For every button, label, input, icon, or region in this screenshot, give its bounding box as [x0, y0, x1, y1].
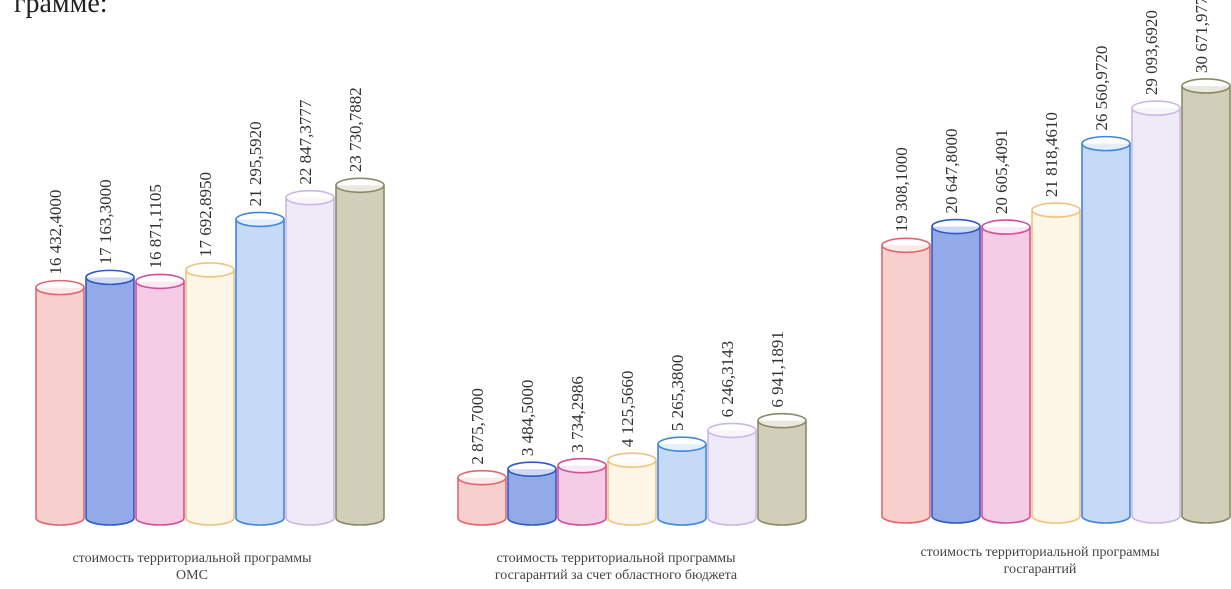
bar-value-label: 21 818,4610	[1042, 112, 1061, 197]
bar-value-label: 3 484,5000	[518, 380, 537, 457]
bar-group-2: 2 875,7000 3 484,5000 3 734,2986 4 125,5660…	[457, 331, 807, 583]
category-label: стоимость территориальной программы	[920, 545, 1160, 560]
bar-value-label: 20 647,8000	[942, 129, 961, 214]
bar-value-label: 4 125,5660	[618, 371, 637, 448]
bar-value-label: 6 246,3143	[718, 341, 737, 418]
cylinder-bar	[285, 189, 335, 526]
bar-value-label: 29 093,6920	[1142, 10, 1161, 95]
cylinder-bar	[1181, 78, 1231, 524]
cylinder-bar	[185, 262, 235, 526]
category-label: госгарантий за счет областного бюджета	[495, 568, 738, 583]
cylinder-bar	[881, 237, 931, 524]
category-label: госгарантий	[1004, 562, 1077, 577]
bar-group-3: 19 308,1000 20 647,8000 20 605,4091 21 818,…	[881, 0, 1231, 577]
cylinder-bar	[335, 177, 385, 526]
cylinder-bar	[1131, 100, 1181, 524]
bar-value-label: 20 605,4091	[992, 129, 1011, 214]
bar-value-label: 30 671,9773	[1192, 0, 1211, 73]
cylinder-bar	[1031, 202, 1081, 524]
cylinder-bar	[457, 469, 507, 526]
cylinder-bar	[557, 457, 607, 526]
cylinder-bar	[981, 219, 1031, 524]
cylinder-bar	[235, 211, 285, 526]
cylinder-bar	[85, 269, 135, 526]
cylinder-bar	[507, 461, 557, 526]
bar-value-label: 3 734,2986	[568, 376, 587, 453]
category-label: стоимость территориальной программы	[496, 551, 736, 566]
bar-group-1: 16 432,4000 17 163,3000 16 871,1105 17 692,…	[35, 87, 385, 583]
cylinder-bar	[35, 279, 85, 526]
cylinder-bar	[607, 452, 657, 526]
bar-value-label: 26 560,9720	[1092, 46, 1111, 131]
page-heading: грамме:	[14, 0, 108, 19]
category-label: ОМС	[176, 568, 208, 583]
bar-value-label: 5 265,3800	[668, 355, 687, 432]
bar-value-label: 21 295,5920	[246, 121, 265, 206]
bar-value-label: 23 730,7882	[346, 87, 365, 172]
bar-value-label: 22 847,3777	[296, 99, 315, 185]
bar-value-label: 17 692,8950	[196, 172, 215, 257]
cylinder-bar	[757, 412, 807, 526]
cylinder-bar	[707, 422, 757, 526]
bar-value-label: 17 163,3000	[96, 179, 115, 264]
bar-value-label: 16 432,4000	[46, 190, 65, 275]
cylinder-bar	[931, 218, 981, 524]
cylinder-bar	[657, 436, 707, 526]
bar-value-label: 19 308,1000	[892, 147, 911, 232]
bar-value-label: 2 875,7000	[468, 388, 487, 465]
bar-value-label: 6 941,1891	[768, 331, 787, 408]
cylinder-bar	[1081, 135, 1131, 524]
bar-value-label: 16 871,1105	[146, 184, 165, 268]
cylinder-bar	[135, 273, 185, 526]
category-label: стоимость территориальной программы	[72, 551, 312, 566]
